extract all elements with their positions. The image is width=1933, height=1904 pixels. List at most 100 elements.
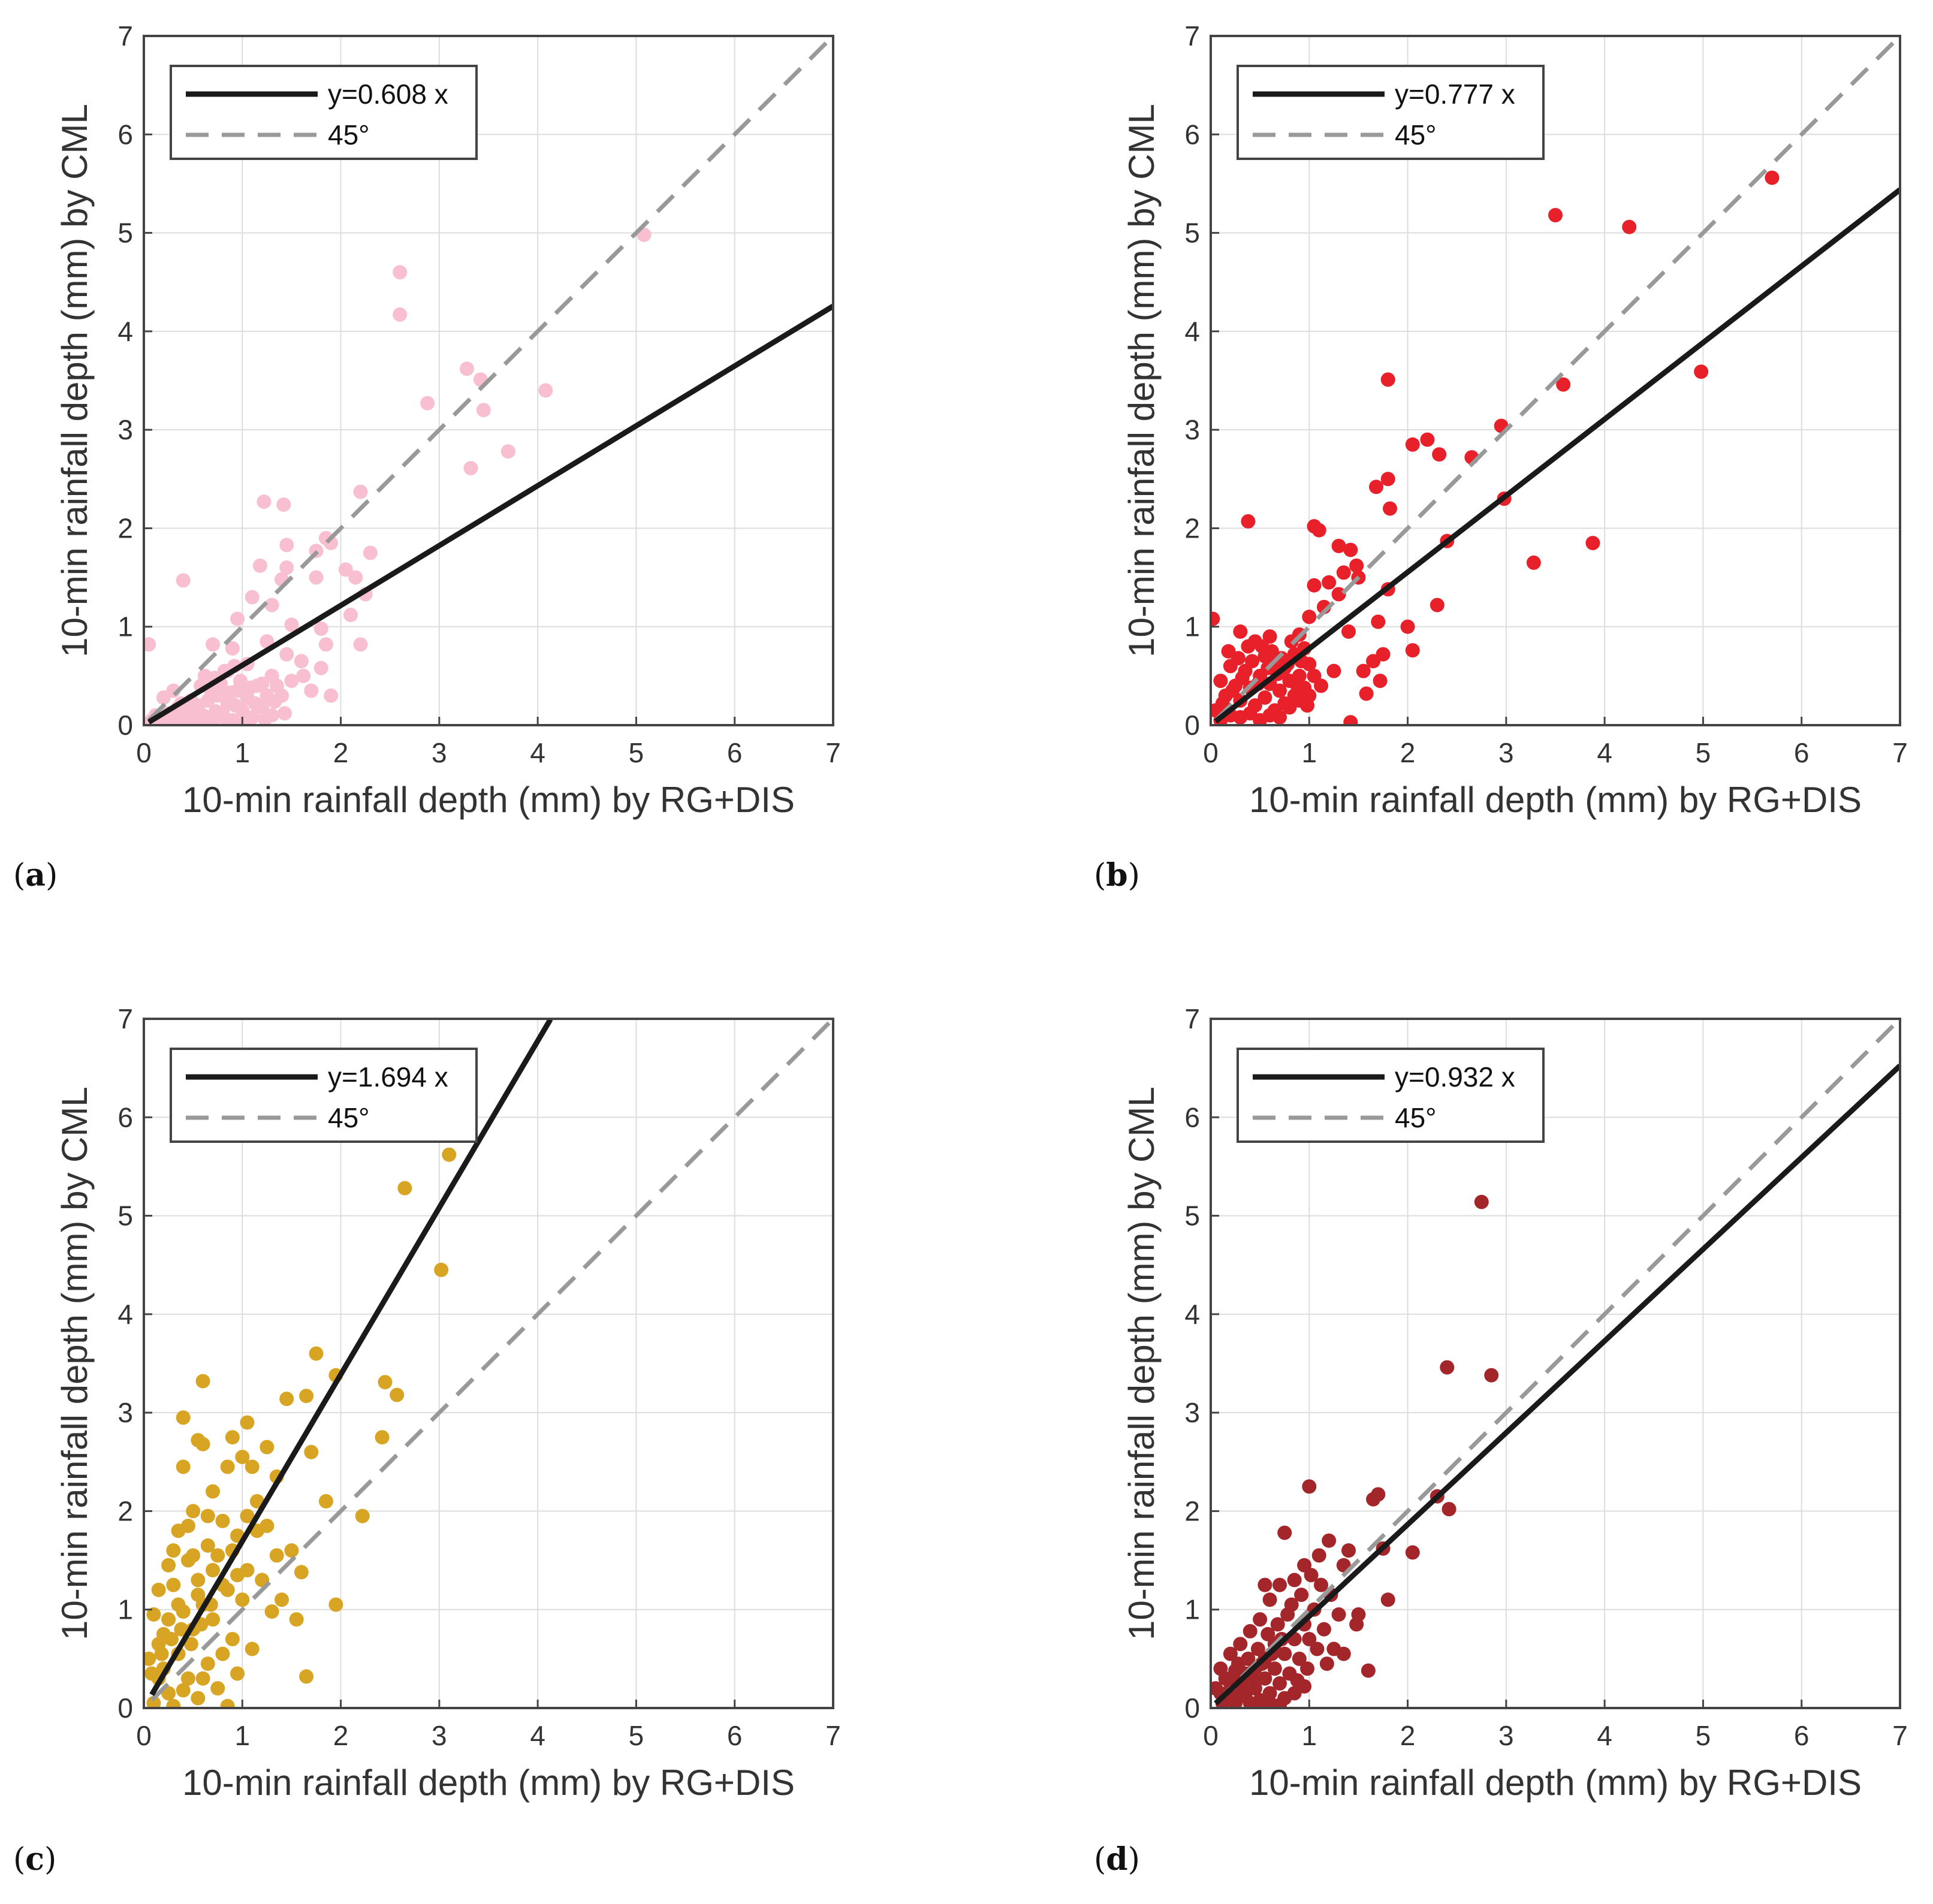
y-axis-label: 10-min rainfall depth (mm) by CML	[1121, 1087, 1162, 1640]
data-point	[294, 1565, 309, 1580]
x-tick-label: 4	[530, 737, 545, 768]
data-point	[240, 1508, 255, 1523]
data-point	[260, 1440, 275, 1455]
data-point	[284, 617, 299, 632]
x-tick-label: 1	[1301, 737, 1317, 768]
data-point	[144, 1666, 159, 1681]
scatter-chart-c: 0 1 2 3 4 5 6 7 0 1 2 3 4 5 6 7 10-min rainfall depth (m…	[55, 1003, 841, 1803]
data-point	[1235, 671, 1250, 686]
data-point	[1316, 1622, 1331, 1637]
data-point	[375, 1430, 390, 1445]
data-point	[215, 1646, 230, 1661]
y-tick-label: 2	[1184, 1495, 1200, 1526]
data-point	[1302, 1632, 1317, 1646]
data-point	[1310, 1642, 1325, 1656]
data-point	[1380, 472, 1395, 487]
x-tick-label: 5	[1696, 1720, 1711, 1751]
data-point	[195, 1374, 210, 1389]
data-point	[144, 637, 156, 652]
data-point	[206, 1612, 220, 1627]
data-point	[206, 1484, 220, 1499]
data-point	[156, 690, 171, 705]
data-point	[151, 1582, 166, 1597]
data-point	[258, 712, 273, 725]
y-tick-label: 2	[117, 1495, 133, 1526]
data-point	[1223, 1646, 1238, 1661]
y-tick-label: 7	[1184, 20, 1200, 52]
legend-fit-label: y=1.694 x	[328, 1061, 448, 1093]
data-point	[393, 265, 408, 280]
data-point	[146, 1695, 161, 1708]
x-axis-label: 10-min rainfall depth (mm) by RG+DIS	[1249, 1763, 1862, 1803]
data-point	[420, 396, 435, 411]
data-point	[1442, 1502, 1456, 1517]
y-tick-label: 7	[117, 1003, 133, 1034]
data-point	[269, 1548, 284, 1563]
fit-line	[147, 303, 833, 725]
x-tick-label: 5	[629, 1720, 644, 1751]
data-point	[1373, 674, 1388, 689]
data-point	[279, 647, 294, 662]
x-axis-label: 10-min rainfall depth (mm) by RG+DIS	[1249, 780, 1862, 820]
y-tick-label: 2	[1184, 512, 1200, 544]
y-axis-label: 10-min rainfall depth (mm) by CML	[55, 104, 95, 657]
data-point	[1322, 575, 1337, 590]
x-tick-label: 2	[1400, 1720, 1416, 1751]
data-point	[1262, 1592, 1277, 1607]
y-tick-label: 5	[117, 1200, 133, 1232]
x-tick-label: 0	[1203, 1720, 1219, 1751]
data-point	[1302, 609, 1317, 624]
data-point	[1343, 542, 1358, 557]
data-point	[218, 712, 233, 725]
data-point	[318, 637, 333, 652]
data-point	[500, 444, 515, 459]
data-point	[1257, 1577, 1272, 1592]
data-point	[1262, 629, 1277, 644]
x-axis-label: 10-min rainfall depth (mm) by RG+DIS	[182, 780, 795, 820]
data-point	[328, 1597, 343, 1612]
data-point	[191, 1588, 206, 1603]
data-point	[1336, 565, 1351, 580]
data-point	[230, 611, 245, 626]
x-tick-label: 2	[333, 1720, 349, 1751]
data-point	[1270, 1617, 1285, 1632]
data-point	[1765, 170, 1780, 185]
data-point	[186, 1504, 201, 1519]
data-point	[1319, 1656, 1334, 1671]
data-point	[338, 562, 353, 577]
legend-fit-label: y=0.608 x	[328, 79, 448, 110]
data-point	[146, 1607, 161, 1622]
data-point	[1241, 639, 1256, 654]
data-point	[1622, 219, 1637, 234]
data-point	[1231, 1656, 1246, 1671]
x-tick-label: 6	[727, 1720, 743, 1751]
data-point	[304, 683, 319, 698]
reference-line	[147, 36, 833, 722]
data-point	[215, 1513, 230, 1528]
data-point	[230, 1568, 245, 1583]
data-point	[1314, 1577, 1328, 1592]
data-point	[166, 1543, 181, 1558]
data-point	[1287, 1573, 1302, 1588]
data-point	[299, 1669, 314, 1684]
data-point	[176, 1410, 191, 1425]
data-point	[1359, 686, 1374, 701]
data-point	[1260, 1627, 1275, 1642]
y-tick-label: 4	[117, 1299, 133, 1330]
data-point	[188, 710, 203, 725]
x-tick-label: 4	[530, 1720, 545, 1751]
x-tick-label: 5	[629, 737, 644, 768]
data-point	[208, 704, 223, 719]
scatter-chart-b: 0 1 2 3 4 5 6 7 0 1 2 3 4 5 6 7 10-min rainfall depth (m…	[1121, 20, 1908, 820]
y-tick-label: 1	[117, 1594, 133, 1625]
x-tick-label: 2	[333, 737, 349, 768]
fit-line	[1214, 187, 1900, 724]
legend-box	[170, 1048, 478, 1143]
data-point	[174, 1622, 189, 1637]
y-tick-label: 5	[1184, 1200, 1200, 1232]
panel-label-a: (a)	[13, 857, 58, 894]
plot-content	[1211, 1019, 1900, 1708]
data-point	[309, 570, 324, 585]
data-point	[1405, 1545, 1420, 1560]
data-point	[144, 1651, 156, 1666]
